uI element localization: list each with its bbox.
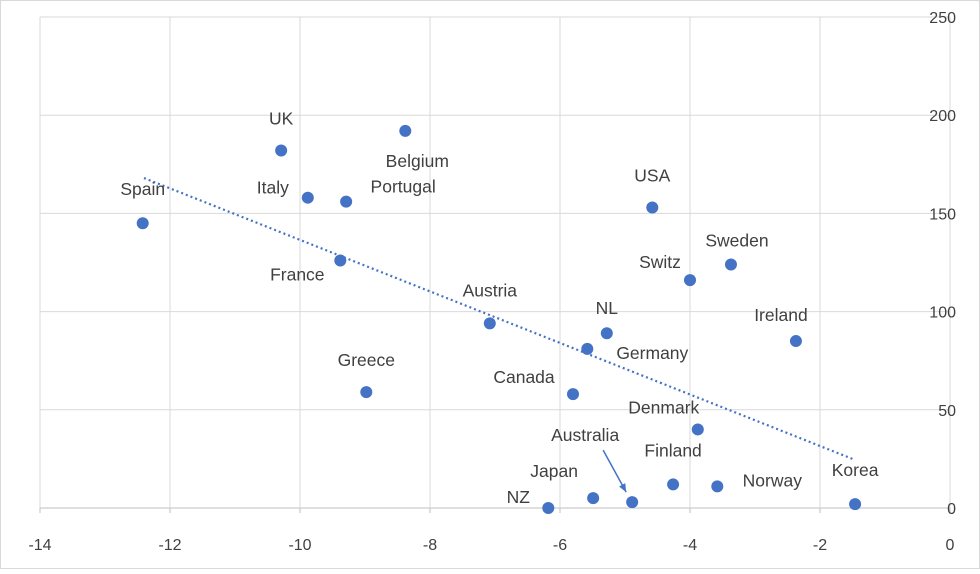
- data-label-usa: USA: [634, 166, 670, 186]
- data-point-germany: [581, 342, 594, 355]
- data-label-japan: Japan: [530, 461, 578, 481]
- x-tick-label: 0: [946, 537, 955, 554]
- data-point-france: [334, 254, 347, 267]
- data-point-nz: [542, 502, 555, 514]
- x-tick-label: -8: [423, 537, 437, 554]
- data-label-greece: Greece: [338, 350, 395, 370]
- y-tick-label: 200: [929, 108, 956, 125]
- data-label-denmark: Denmark: [628, 397, 699, 417]
- x-tick-label: -10: [288, 537, 311, 554]
- gridlines: [39, 16, 951, 513]
- data-point-nl: [600, 327, 613, 340]
- data-point-austria: [483, 317, 496, 330]
- data-point-norway: [711, 480, 724, 493]
- data-label-nz: NZ: [507, 487, 531, 507]
- data-point-belgium: [399, 124, 412, 137]
- data-point-greece: [360, 386, 373, 399]
- y-tick-label: 50: [938, 403, 956, 420]
- y-tick-label: 100: [929, 305, 956, 322]
- data-point-korea: [849, 498, 862, 511]
- data-label-belgium: Belgium: [386, 151, 449, 171]
- y-tick-label: 0: [947, 501, 956, 518]
- data-point-japan: [587, 492, 600, 505]
- data-label-uk: UK: [269, 109, 294, 129]
- data-point-usa: [646, 201, 659, 214]
- data-point-switz: [684, 274, 696, 287]
- data-point-denmark: [691, 423, 704, 436]
- data-point-australia: [626, 496, 639, 509]
- arrowhead-icon: [619, 483, 627, 493]
- data-label-france: France: [270, 265, 324, 285]
- data-label-sweden: Sweden: [705, 230, 768, 250]
- data-label-switz: Switz: [639, 252, 681, 272]
- data-label-germany: Germany: [616, 343, 688, 363]
- data-label-austria: Austria: [463, 280, 518, 300]
- tick-labels: 0 50 100 150 200 250 -14 -12 -10 -8 -6 -4 -2 0: [28, 10, 956, 554]
- data-label-korea: Korea: [832, 460, 879, 480]
- data-label-portugal: Portugal: [371, 177, 436, 197]
- data-points: [136, 124, 862, 514]
- data-label-canada: Canada: [493, 367, 555, 387]
- data-labels: Spain UK Italy Portugal Belgium France Greece A…: [120, 109, 878, 507]
- data-point-portugal: [340, 195, 353, 208]
- data-label-spain: Spain: [120, 179, 165, 199]
- x-tick-label: -14: [28, 537, 51, 554]
- y-tick-label: 150: [929, 206, 956, 223]
- data-point-italy: [301, 191, 314, 204]
- y-tick-label: 250: [929, 10, 956, 27]
- trendline-group: [143, 177, 853, 460]
- data-point-uk: [275, 144, 288, 157]
- x-tick-label: -4: [683, 537, 697, 554]
- data-point-finland: [667, 478, 680, 491]
- data-label-ireland: Ireland: [754, 305, 808, 325]
- data-point-sweden: [724, 258, 737, 271]
- trendline: [143, 177, 853, 460]
- data-label-australia: Australia: [551, 425, 619, 445]
- data-label-nl: NL: [596, 298, 619, 318]
- data-label-italy: Italy: [257, 178, 289, 198]
- data-label-norway: Norway: [743, 470, 803, 490]
- x-tick-label: -6: [553, 537, 567, 554]
- data-point-ireland: [789, 335, 802, 348]
- x-tick-label: -12: [158, 537, 181, 554]
- data-label-finland: Finland: [644, 440, 701, 460]
- data-point-spain: [136, 217, 149, 230]
- x-tick-label: -2: [813, 537, 827, 554]
- data-point-canada: [567, 388, 579, 401]
